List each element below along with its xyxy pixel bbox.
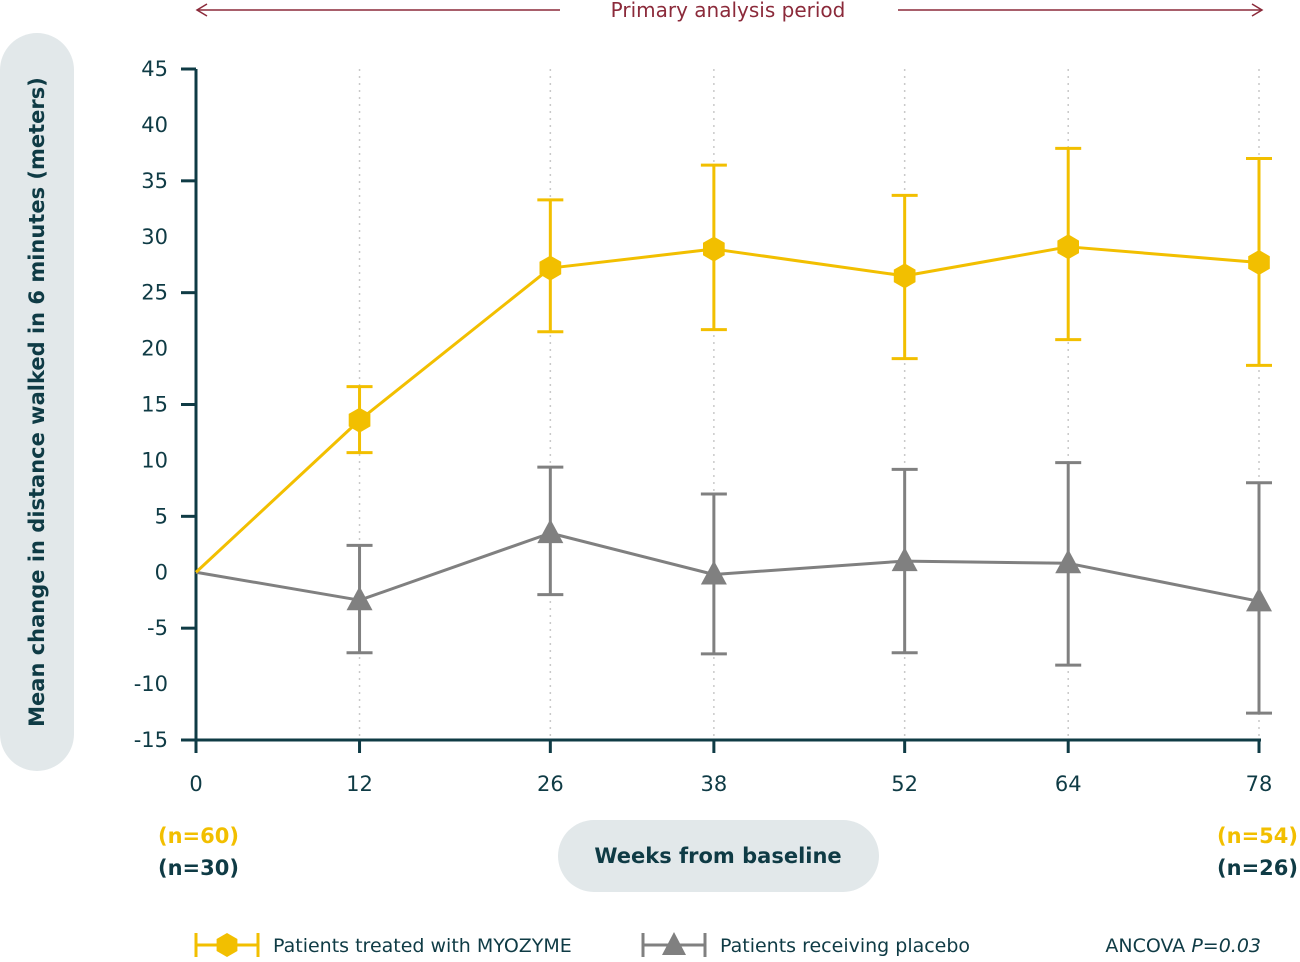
x-tick-label: 0 [189,772,202,796]
y-tick-label: 5 [155,504,168,528]
y-tick-label: -15 [134,728,168,752]
y-axis-label-pill [0,33,74,771]
legend-placebo-label: Patients receiving placebo [720,935,970,957]
x-tick-label: 52 [891,772,918,796]
data-point-hexagon [1248,250,1270,275]
y-tick-label: -5 [147,616,168,640]
y-tick-label: 30 [141,225,168,249]
x-tick-label: 12 [346,772,373,796]
x-axis-label: Weeks from baseline [594,844,841,868]
legend-treated-label: Patients treated with MYOZYME [273,935,572,957]
x-tick-label: 64 [1055,772,1082,796]
x-tick-label: 26 [537,772,564,796]
primary-period-annotation: Primary analysis period [195,0,1264,22]
axes [194,69,1261,742]
data-point-triangle [700,560,727,585]
series-line [194,245,1260,574]
n-left-placebo: (n=30) [158,856,239,880]
stat-value: P=0.03 [1191,935,1261,957]
y-tick-label: 10 [141,448,168,472]
vertical-gridlines [358,69,1260,740]
x-axis-label-pill [558,820,879,892]
y-tick-label: 40 [141,113,168,137]
stat-annotation: ANCOVA P=0.03 [1105,935,1261,957]
y-tick-label: 0 [155,560,168,584]
data-point-hexagon [348,407,371,433]
data-point-triangle [537,519,564,544]
y-tick-label: 15 [141,393,168,417]
data-point-hexagon [1057,234,1079,260]
legend-placebo-triangle-icon [662,932,686,955]
y-tick-label: -10 [134,672,168,696]
series-layer [194,146,1272,715]
series-placebo [195,461,1272,715]
data-point-triangle [891,547,918,572]
x-tick-label: 38 [701,772,728,796]
series-treated [194,146,1272,574]
series-line [195,531,1260,603]
data-point-triangle [1246,587,1272,612]
y-tick-label: 35 [141,169,168,193]
legend-item-placebo: Patients receiving placebo [641,932,970,957]
n-left-treated: (n=60) [158,824,239,848]
legend-treated-hexagon-icon [216,933,238,957]
y-axis-label: Mean change in distance walked in 6 minu… [25,77,49,727]
period-label: Primary analysis period [611,0,846,22]
legend-item-treated: Patients treated with MYOZYME [194,933,572,957]
y-tick-label: 25 [141,281,168,305]
data-point-hexagon [703,236,725,262]
stat-prefix: ANCOVA [1105,935,1191,957]
n-right-treated: (n=54) [1217,824,1298,848]
data-point-triangle [346,586,373,611]
data-point-triangle [1055,549,1082,574]
data-point-hexagon [539,255,562,281]
y-tick-label: 45 [141,57,168,81]
y-axis-ticks: 45 40 35 30 25 20 15 10 5 0 -5 -10 -15 [134,57,196,752]
x-tick-label: 78 [1246,772,1273,796]
y-tick-label: 20 [141,337,168,361]
data-point-hexagon [893,263,916,289]
legend: Patients treated with MYOZYME Patients r… [194,932,1261,957]
period-arrow-left-head [195,3,208,17]
x-axis-ticks: 0 12 26 38 52 64 78 [189,740,1272,796]
period-arrow-right-head [1251,3,1264,17]
n-right-placebo: (n=26) [1217,856,1298,880]
